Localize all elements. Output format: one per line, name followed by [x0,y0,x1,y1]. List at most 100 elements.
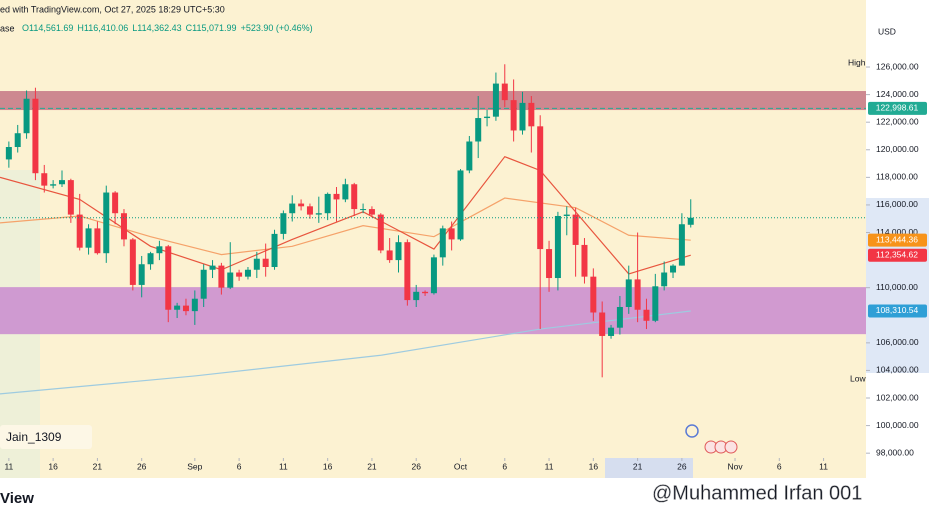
candle-body [262,258,269,267]
candle-body [652,286,659,321]
brand: View [0,490,34,507]
low-label: Low [850,373,866,383]
candle-body [351,184,358,210]
candle-body [23,98,30,134]
candle-body [572,214,579,245]
candle-body [14,133,21,148]
candle-body [439,228,446,258]
candle-body [120,213,127,240]
ohlc-value: O114,561.69 [22,23,73,33]
candle-body [430,257,437,294]
candle-body [147,253,154,265]
candle-body [413,291,420,301]
candle-body [643,309,650,321]
plot [0,64,866,395]
candle-body [244,269,251,277]
moving-average [0,155,691,275]
candle-body [563,214,570,216]
x-tick-label: 6 [237,461,242,471]
price-tag [868,248,927,262]
candle-body [386,250,393,261]
header-source: ed with TradingView.com, Oct 27, 2025 18… [0,4,225,14]
y-tick-label: 110,000.00 [876,282,918,292]
header-ohlc: O114,561.69 H116,410.06 L114,362.43 C115,07… [22,23,313,33]
candle-body [608,327,615,336]
candle-body [528,102,535,127]
candle-body [554,215,561,279]
candle-body [404,242,411,301]
candle-body [76,214,83,248]
zone [0,287,866,335]
x-tick-label: 16 [589,461,599,471]
zone [0,91,866,111]
candle-body [475,118,482,142]
candle-body [625,279,632,307]
candle-body [616,306,623,328]
x-tick-label: 21 [93,461,103,471]
candle-body [129,239,136,285]
candle-body [315,213,322,215]
currency: USD [878,26,896,36]
axis-range-highlight [866,198,929,373]
y-tick-label: 124,000.00 [876,89,919,99]
candle-body [298,203,305,207]
ohlc-value: C115,071.99 [186,23,237,33]
candle-body [182,305,189,312]
x-tick-label: 21 [633,461,643,471]
x-tick-label: 11 [819,461,828,471]
candle-body [5,147,12,160]
plot-background [0,0,866,478]
price-tag-label: 108,310.54 [876,305,919,315]
ohlc-value: L114,362.43 [132,23,181,33]
candle-body [236,272,243,277]
candle-body [448,228,455,240]
y-tick-label: 98,000.00 [876,447,914,457]
x-tick-label: Oct [454,461,468,471]
x-tick-label: 16 [48,461,58,471]
candle-body [599,312,606,336]
candle-body [103,192,110,254]
footer [0,478,929,521]
y-tick-label: 102,000.00 [876,392,919,402]
price-tag-label: 122,998.61 [876,103,919,113]
watermark: @Muhammed Irfan 001 [652,482,862,504]
candle-body [324,193,331,214]
candle-body [484,116,491,119]
x-tick-label: 6 [777,461,782,471]
candle-body [94,228,101,254]
candle-body [634,279,641,310]
candle-body [289,203,296,214]
candle-body [510,100,517,131]
candle-body [58,180,65,185]
candle-body [678,224,685,266]
y-tick-label: 104,000.00 [876,365,919,375]
candle-body [342,184,349,200]
candle-body [253,258,260,270]
price-tag [868,233,927,247]
y-tick-label: 100,000.00 [876,420,919,430]
candle-body [670,265,677,273]
candle-body [67,180,74,215]
price-tag [868,304,927,318]
x-tick-label: 26 [677,461,687,471]
author: Jain_1309 [6,430,62,444]
x-tick-label: 11 [279,461,288,471]
candle-body [138,264,145,285]
candle-body [687,217,694,225]
candle-body [112,192,119,214]
change: +523.90 (+0.46%) [241,23,313,33]
candle-body [519,102,526,131]
candle-body [200,269,207,299]
x-tick-label: 16 [323,461,333,471]
y-tick-label: 122,000.00 [876,116,919,126]
candle-body [156,246,163,254]
candle-body [492,83,499,117]
y-tick-label: 118,000.00 [876,172,918,182]
y-tick-label: 120,000.00 [876,144,919,154]
candle-body [280,213,287,234]
candle-body [360,209,367,211]
candle-body [457,170,464,240]
candle-body [422,291,429,294]
candle-body [32,98,39,174]
